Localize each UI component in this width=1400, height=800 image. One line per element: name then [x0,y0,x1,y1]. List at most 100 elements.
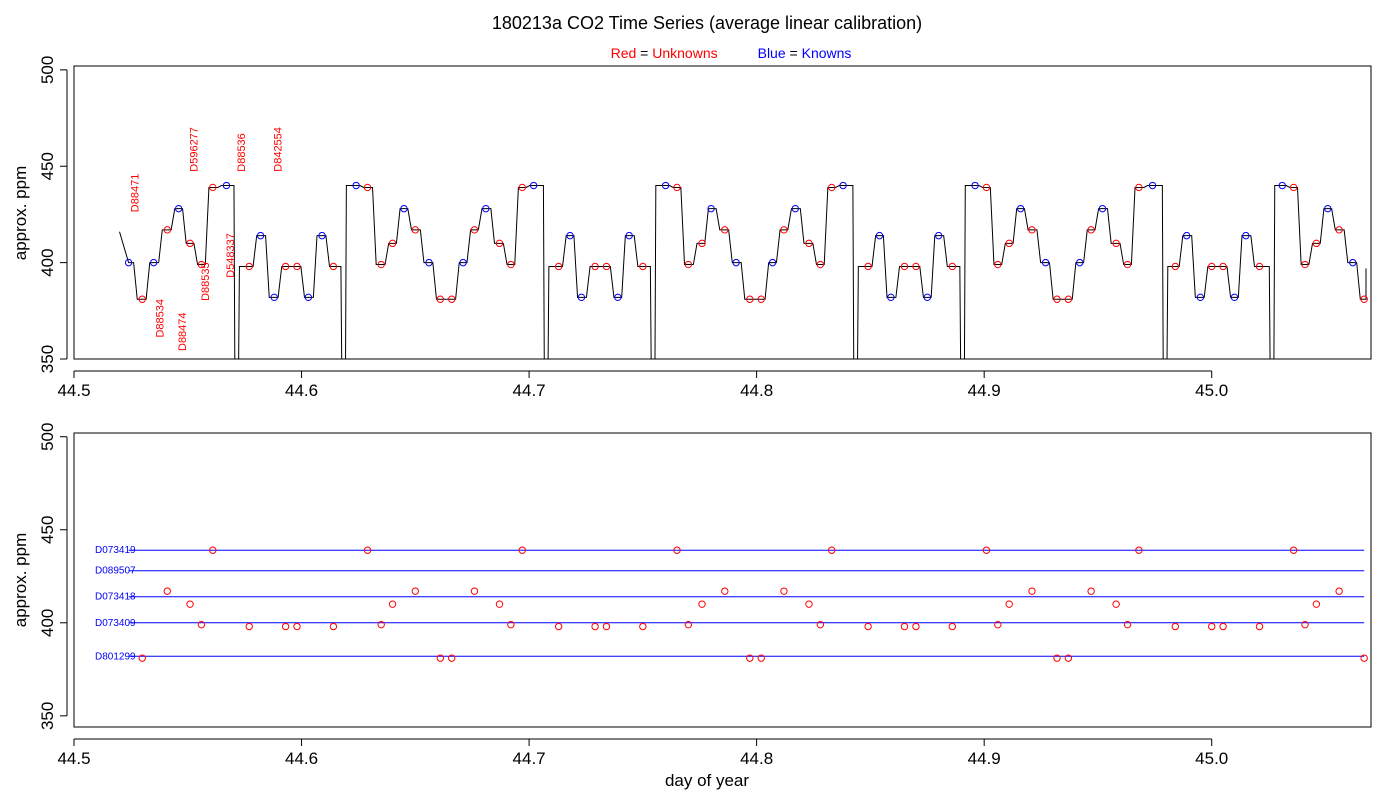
bottom-y-tick-label: 500 [38,423,57,451]
subtitle-red-equals: = [636,45,652,61]
unknowns-point [1219,622,1227,631]
bottom-axes-group: 44.5 44.6 44.7 44.8 44.9 45.0 350 400 450 500 [38,423,1228,768]
bottom-plot-frame [73,432,1372,728]
unknowns-point [828,183,836,192]
unknowns-point [1053,654,1061,662]
unknowns-point [1255,622,1264,631]
knowns-point [482,204,490,213]
unknowns-point [639,622,647,631]
knowns-point [934,231,943,240]
knowns-point [304,293,313,302]
sample-id-annotation: D548337 [225,233,237,278]
unknowns-point [912,622,920,631]
unknowns-point [1005,600,1013,608]
bottom-x-axis-label: day of year [665,771,749,790]
unknowns-point [1028,226,1036,234]
unknowns-point [518,183,526,192]
unknowns-point [721,226,729,234]
chart-title: 180213a CO2 Time Series (average linear … [492,13,922,33]
unknowns-point [1028,587,1036,595]
unknowns-point [448,295,456,303]
unknowns-point [757,295,765,303]
unknowns-point [197,620,206,629]
unknowns-point [1135,183,1143,192]
unknowns-point [639,262,647,271]
top-x-tick-label: 44.7 [513,381,546,400]
knowns-point [732,258,740,267]
sample-id-annotation: D88471 [129,174,141,213]
unknowns-point [495,239,504,248]
knowns-point [1041,258,1050,267]
unknowns-point [673,183,681,192]
unknowns-point [209,183,217,192]
subtitle-blue-label: Knowns [802,45,852,61]
knowns-point [1242,231,1250,240]
unknowns-point [1123,260,1132,269]
reference-line-label: D089507 [95,566,136,577]
knowns-point [614,293,622,302]
unknowns-point [245,262,253,271]
unknowns-point [1208,262,1216,271]
unknowns-point [994,260,1002,269]
unknowns-point [1360,295,1368,303]
unknowns-point [900,262,909,271]
subtitle-blue-equals: = [786,45,802,61]
unknowns-point [780,226,788,234]
unknowns-point [1087,226,1095,234]
unknowns-point [388,239,397,248]
knowns-point [577,293,586,302]
unknowns-point [1255,262,1264,271]
knowns-point [1076,258,1084,267]
unknowns-point [507,260,515,269]
unknowns-point [281,262,290,271]
top-x-tick-label: 45.0 [1195,381,1228,400]
knowns-point [1148,181,1157,190]
top-x-tick-label: 44.6 [285,381,318,400]
unknowns-point [163,226,171,234]
knowns-point [270,293,278,302]
subtitle-red-word: Red [611,45,637,61]
unknowns-point [1208,622,1216,631]
bottom-y-tick-label: 350 [38,702,57,730]
knowns-point [971,181,979,190]
unknowns-point [186,239,194,248]
chart-subtitle: Red = Unknowns Blue = Knowns [611,45,852,61]
unknowns-point [698,600,706,608]
unknowns-point [602,262,611,271]
unknowns-point [293,262,301,271]
sample-id-annotation: D88534 [154,299,166,338]
unknowns-point [1053,295,1061,303]
unknowns-point [948,262,957,271]
bottom-reference-lines-group: D073419 D089507 D073418 D073409 D801299 [95,545,1365,662]
unknowns-point [1289,183,1298,192]
unknowns-point [138,654,146,662]
unknowns-point [363,546,372,554]
top-y-tick-label: 450 [38,152,57,180]
unknowns-point [470,587,479,595]
top-trace-group [119,185,1367,359]
knowns-point [768,258,777,267]
reference-line-label: D073419 [95,545,136,556]
unknowns-point [746,654,754,662]
unknowns-point [1123,620,1132,629]
top-x-tick-label: 44.5 [57,381,90,400]
knowns-point [352,181,360,190]
unknowns-point [684,620,693,629]
unknowns-point [507,620,515,629]
unknowns-point [1301,260,1309,269]
top-plot-frame [73,65,1372,360]
unknowns-point [411,587,420,595]
bottom-y-tick-label: 400 [38,609,57,637]
unknowns-point [1335,226,1343,234]
unknowns-point [805,239,813,248]
unknowns-point [329,262,338,271]
knowns-point [124,258,133,267]
top-y-axis-label: approx. ppm [11,166,30,261]
bottom-x-tick-label: 44.7 [513,749,546,768]
unknowns-point [1112,239,1120,248]
knowns-point [1182,231,1191,240]
top-annotations-group: D88471 D88534 D88474 D88535 D596277 D548337 D8… [129,127,284,351]
knowns-point [875,231,884,240]
